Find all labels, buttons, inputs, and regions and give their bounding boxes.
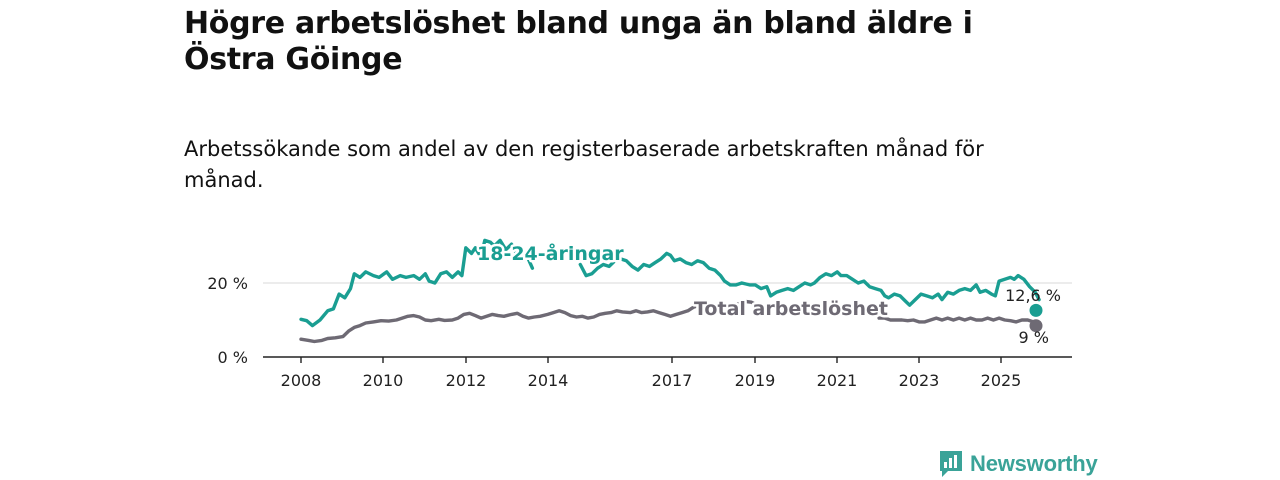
chart-subtitle: Arbetssökande som andel av den registerb… <box>184 137 984 192</box>
x-tick-label: 2014 <box>528 371 569 390</box>
brand-name: Newsworthy <box>970 451 1098 476</box>
newsworthy-logo-icon <box>940 451 962 477</box>
series-lines <box>299 238 1043 344</box>
y-tick-label: 20 % <box>207 274 248 293</box>
x-tick-label: 2025 <box>981 371 1022 390</box>
total-series-label-halo: Total arbetslöshet <box>694 298 888 320</box>
youth-series-line-tail <box>578 251 1041 307</box>
youth-series-label-halo: 18-24-åringar <box>477 241 624 265</box>
total-series-line <box>299 299 765 344</box>
x-tick-label: 2019 <box>735 371 776 390</box>
x-tick-label: 2010 <box>363 371 404 390</box>
total-end-value: 9 % <box>1019 328 1049 347</box>
youth-end-marker <box>1029 303 1043 317</box>
x-tick-label: 2023 <box>899 371 940 390</box>
youth-series-line <box>299 238 535 328</box>
chart-title: Högre arbetslöshet bland unga än bland ä… <box>184 6 973 77</box>
total-series-line-tail <box>877 316 1041 326</box>
x-tick-label: 2012 <box>446 371 487 390</box>
newsworthy-logo: Newsworthy <box>938 449 1098 479</box>
x-tick-label: 2017 <box>652 371 693 390</box>
y-tick-label: 0 % <box>218 348 248 367</box>
total-series-label: Total arbetslöshet <box>694 298 888 320</box>
line-chart: 0 % 20 % 2008 2010 2012 2014 2017 2019 2021 2023 2… <box>207 238 1072 390</box>
axes: 0 % 20 % 2008 2010 2012 2014 2017 2019 2021 2023 2… <box>207 274 1072 390</box>
youth-series-label: 18-24-åringar <box>477 241 624 265</box>
x-tick-label: 2021 <box>817 371 858 390</box>
x-tick-label: 2008 <box>281 371 322 390</box>
youth-end-value: 12,6 % <box>1005 286 1061 305</box>
total-end-marker <box>1029 319 1043 333</box>
